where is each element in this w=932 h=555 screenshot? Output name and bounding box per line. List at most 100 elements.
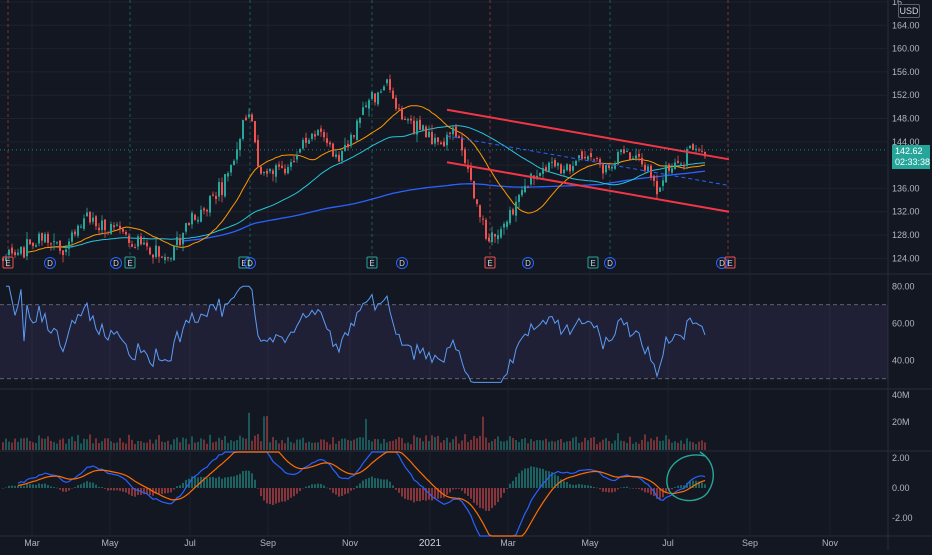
price-candle xyxy=(347,143,349,148)
earnings-marker xyxy=(2,256,14,269)
volume-bar xyxy=(641,439,643,450)
volume-bar xyxy=(170,444,172,450)
price-candle xyxy=(602,164,604,174)
price-candle xyxy=(92,217,94,222)
macd-histogram-bar xyxy=(41,483,43,488)
volume-bar xyxy=(614,440,616,450)
volume-bar xyxy=(137,440,139,450)
volume-bar xyxy=(365,418,367,450)
macd-histogram-bar xyxy=(452,488,454,490)
price-candle xyxy=(314,134,316,137)
event-marker-label: E xyxy=(127,259,132,268)
price-candle xyxy=(320,128,322,132)
macd-histogram-bar xyxy=(149,488,151,495)
macd-histogram-bar xyxy=(416,488,418,502)
price-candle xyxy=(32,242,34,247)
macd-histogram-bar xyxy=(386,479,388,488)
channel-upper-line xyxy=(446,108,730,161)
price-candle xyxy=(524,185,526,193)
volume-bar xyxy=(677,442,679,450)
price-candle xyxy=(689,145,691,149)
volume-bar xyxy=(23,438,25,450)
macd-histogram-bar xyxy=(155,488,157,494)
macd-histogram-bar xyxy=(554,474,556,488)
volume-bar xyxy=(590,437,592,450)
price-candle xyxy=(344,144,346,151)
volume-bar xyxy=(143,442,145,450)
volume-bar xyxy=(218,437,220,450)
price-candle xyxy=(119,225,121,229)
volume-bar xyxy=(449,442,451,450)
volume-bar xyxy=(593,437,595,450)
volume-bar xyxy=(527,443,529,450)
price-candle xyxy=(674,162,676,169)
price-candle xyxy=(653,175,655,181)
price-candle xyxy=(590,153,592,158)
macd-histogram-bar xyxy=(302,487,304,489)
macd-histogram-bar xyxy=(317,483,319,488)
price-candle xyxy=(656,181,658,195)
volume-bar xyxy=(338,440,340,450)
price-candle xyxy=(77,225,79,236)
x-axis-label: Jul xyxy=(184,538,196,548)
macd-histogram-bar xyxy=(38,483,40,488)
macd-histogram-bar xyxy=(269,488,271,505)
event-marker-label: D xyxy=(607,259,613,268)
price-candle xyxy=(131,244,133,247)
macd-histogram-bar xyxy=(509,483,511,488)
volume-bar xyxy=(542,440,544,450)
macd-histogram-bar xyxy=(197,477,199,488)
macd-histogram-bar xyxy=(224,477,226,488)
price-candle xyxy=(101,220,103,230)
volume-bar xyxy=(344,438,346,450)
volume-bar xyxy=(200,438,202,450)
price-candle xyxy=(485,219,487,239)
price-candle xyxy=(8,249,10,255)
macd-histogram-bar xyxy=(164,488,166,494)
volume-bar xyxy=(26,437,28,450)
macd-histogram-bar xyxy=(122,488,124,492)
macd-histogram-bar xyxy=(701,482,703,488)
price-candle xyxy=(413,120,415,134)
price-candle xyxy=(197,219,199,222)
price-candle xyxy=(221,182,223,195)
volume-bar xyxy=(224,436,226,450)
macd-histogram-bar xyxy=(107,488,109,491)
currency-badge[interactable]: USD xyxy=(898,4,920,18)
price-candle xyxy=(431,131,433,145)
volume-bar xyxy=(263,416,265,450)
volume-bar xyxy=(605,438,607,450)
macd-histogram-bar xyxy=(215,478,217,488)
macd-histogram-bar xyxy=(329,488,331,490)
volume-bar xyxy=(407,442,409,450)
price-candle xyxy=(143,242,145,245)
price-candle xyxy=(395,97,397,109)
macd-histogram-bar xyxy=(569,484,571,488)
volume-bar xyxy=(644,434,646,450)
volume-bar xyxy=(653,440,655,450)
earnings-marker xyxy=(724,256,736,269)
macd-histogram-bar xyxy=(674,487,676,488)
price-candle xyxy=(353,135,355,137)
volume-bar xyxy=(503,441,505,450)
macd-histogram-bar xyxy=(62,488,64,492)
volume-bar xyxy=(488,442,490,450)
volume-bar xyxy=(377,439,379,450)
price-candle xyxy=(56,242,58,244)
macd-histogram-bar xyxy=(587,485,589,488)
volume-bar xyxy=(689,441,691,450)
macd-histogram-bar xyxy=(278,488,280,503)
price-candle xyxy=(5,257,7,261)
price-candle xyxy=(578,155,580,159)
volume-bar xyxy=(422,441,424,450)
macd-histogram-bar xyxy=(389,481,391,488)
volume-bar xyxy=(332,437,334,450)
volume-bar xyxy=(152,443,154,450)
event-marker-label: E xyxy=(487,259,492,268)
price-candle xyxy=(80,226,82,228)
macd-histogram-bar xyxy=(230,476,232,488)
volume-bar xyxy=(260,441,262,450)
price-candle xyxy=(437,137,439,142)
